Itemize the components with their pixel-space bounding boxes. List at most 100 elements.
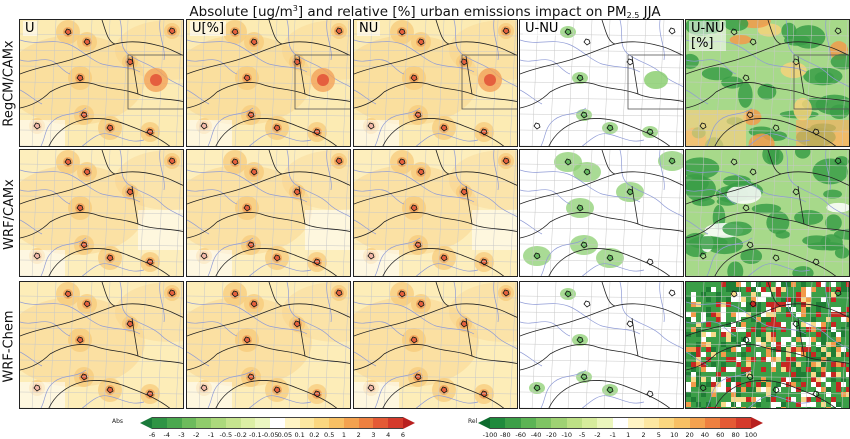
- map-panel-wrf-chem-u-pct: [186, 281, 351, 409]
- map-panel-regcm-camx-u: U: [19, 19, 184, 147]
- rel-colorbar-title: Rel: [468, 418, 478, 425]
- map-panel-wrf-chem-nu: [353, 281, 518, 409]
- map-panel-wrf-camx-u-nu-pct: [685, 149, 850, 277]
- colorbar-segment: [643, 417, 660, 429]
- colorbar-tick-label: 100: [744, 431, 758, 439]
- map-svg: [520, 20, 683, 146]
- colorbar-segment: [751, 417, 763, 429]
- colorbar-tick-label: 60: [716, 431, 725, 439]
- map-panel-regcm-camx-u-pct: U[%]: [186, 19, 351, 147]
- colorbar-segment: [358, 417, 374, 429]
- map-panel-regcm-camx-u-nu: U-NU: [519, 19, 684, 147]
- colorbar-segment: [628, 417, 644, 429]
- colorbar-segment: [284, 417, 300, 429]
- row-label-regcm-camx: RegCM/CAMx: [1, 39, 17, 127]
- map-panel-wrf-chem-u-nu-pct: [685, 281, 850, 409]
- colorbar-segment: [211, 417, 227, 429]
- colorbar-tick-label: 1: [626, 431, 631, 439]
- colorbar-segment: [478, 417, 490, 429]
- colorbar-segment: [536, 417, 552, 429]
- colorbar-segment: [314, 417, 330, 429]
- column-label-u: U: [23, 21, 37, 36]
- colorbar-segment: [181, 417, 197, 429]
- colorbar-tick-label: -5: [578, 431, 586, 439]
- colorbar-segment: [329, 417, 345, 429]
- colorbar-segment: [612, 417, 629, 429]
- colorbar-segment: [196, 417, 212, 429]
- colorbar-segment: [689, 417, 706, 429]
- colorbar-segment: [597, 417, 614, 429]
- map-svg: [20, 20, 183, 146]
- colorbar-tick-label: -60: [515, 431, 527, 439]
- colorbar-tick-label: -0.5: [219, 431, 233, 439]
- colorbar-segment: [582, 417, 598, 429]
- colorbar-segment: [735, 417, 752, 429]
- colorbar-tick-label: -0.05: [261, 431, 279, 439]
- colorbar-tick-label: 0.2: [309, 431, 320, 439]
- colorbar-segment: [403, 417, 415, 429]
- figure-title: Absolute [ug/m3] and relative [%] urban …: [189, 4, 661, 20]
- map-panel-regcm-camx-nu: NU: [353, 19, 518, 147]
- colorbar-tick-label: -2: [594, 431, 601, 439]
- colorbar-segment: [551, 417, 568, 429]
- colorbar-tick-label: 0.5: [324, 431, 335, 439]
- colorbar-segment: [388, 417, 404, 429]
- colorbar-tick-label: -20: [546, 431, 557, 439]
- colorbar-segment: [270, 417, 286, 429]
- row-label-wrf-chem: WRF-Chem: [1, 309, 17, 383]
- map-svg: [354, 282, 517, 408]
- map-svg: [187, 282, 350, 408]
- colorbar-tick-label: 80: [731, 431, 740, 439]
- colorbar-segment: [152, 417, 168, 429]
- colorbar-segment: [674, 417, 690, 429]
- map-panel-regcm-camx-u-nu-pct: U-NU [%]: [685, 19, 850, 147]
- map-svg: [187, 150, 350, 276]
- colorbar-tick-label: 4: [386, 431, 391, 439]
- colorbar-segment: [225, 417, 241, 429]
- colorbar-tick-label: -1: [207, 431, 215, 439]
- rel-colorbar-ticks: -100 -80 -60 -40 -20 -10 -5 -2 -1 1 2 5 10 20 40 60 80 10…: [478, 431, 763, 439]
- colorbar-tick-label: 0.1: [294, 431, 305, 439]
- colorbar-segment: [343, 417, 359, 429]
- map-panel-wrf-camx-nu: [353, 149, 518, 277]
- colorbar-tick-label: 6: [400, 431, 406, 439]
- colorbar-tick-label: 3: [371, 431, 376, 439]
- map-svg: [354, 20, 517, 146]
- colorbar-segment: [299, 417, 315, 429]
- row-label-wrf-camx: WRF/CAMx: [1, 178, 17, 250]
- colorbar-tick-label: 5: [656, 431, 661, 439]
- colorbar-tick-label: 20: [685, 431, 694, 439]
- colorbar-segment: [520, 417, 537, 429]
- colorbar-tick-label: 2: [356, 431, 361, 439]
- colorbar-tick-label: -100: [482, 431, 498, 439]
- colorbar-segment: [255, 417, 271, 429]
- colorbar-tick-label: 0.05: [277, 431, 293, 439]
- colorbar-segment: [720, 417, 736, 429]
- colorbar-tick-label: -80: [500, 431, 511, 439]
- colorbar-tick-label: -1: [609, 431, 617, 439]
- column-label-nu: NU: [357, 21, 381, 36]
- map-panel-wrf-camx-u-pct: [186, 149, 351, 277]
- colorbar-segment: [566, 417, 583, 429]
- map-svg: [686, 282, 849, 408]
- colorbar-segment: [658, 417, 675, 429]
- colorbar-tick-label: 1: [341, 431, 347, 439]
- colorbar-segment: [704, 417, 721, 429]
- rel-colorbar: [478, 417, 763, 429]
- colorbar-tick-label: 10: [670, 431, 679, 439]
- map-svg: [187, 20, 350, 146]
- colorbar-tick-label: -40: [530, 431, 542, 439]
- map-svg: [20, 150, 183, 276]
- column-label-u-nu: U-NU: [523, 21, 561, 36]
- map-svg: [520, 150, 683, 276]
- map-panel-wrf-camx-u: [19, 149, 184, 277]
- colorbar-segment: [490, 417, 506, 429]
- colorbar-segment: [505, 417, 521, 429]
- map-svg: [20, 282, 183, 408]
- colorbar-tick-label: -10: [561, 431, 573, 439]
- colorbar-segment: [166, 417, 182, 429]
- map-svg: [520, 282, 683, 408]
- map-svg: [686, 20, 849, 146]
- colorbar-tick-label: -3: [178, 431, 185, 439]
- abs-colorbar: [140, 417, 415, 429]
